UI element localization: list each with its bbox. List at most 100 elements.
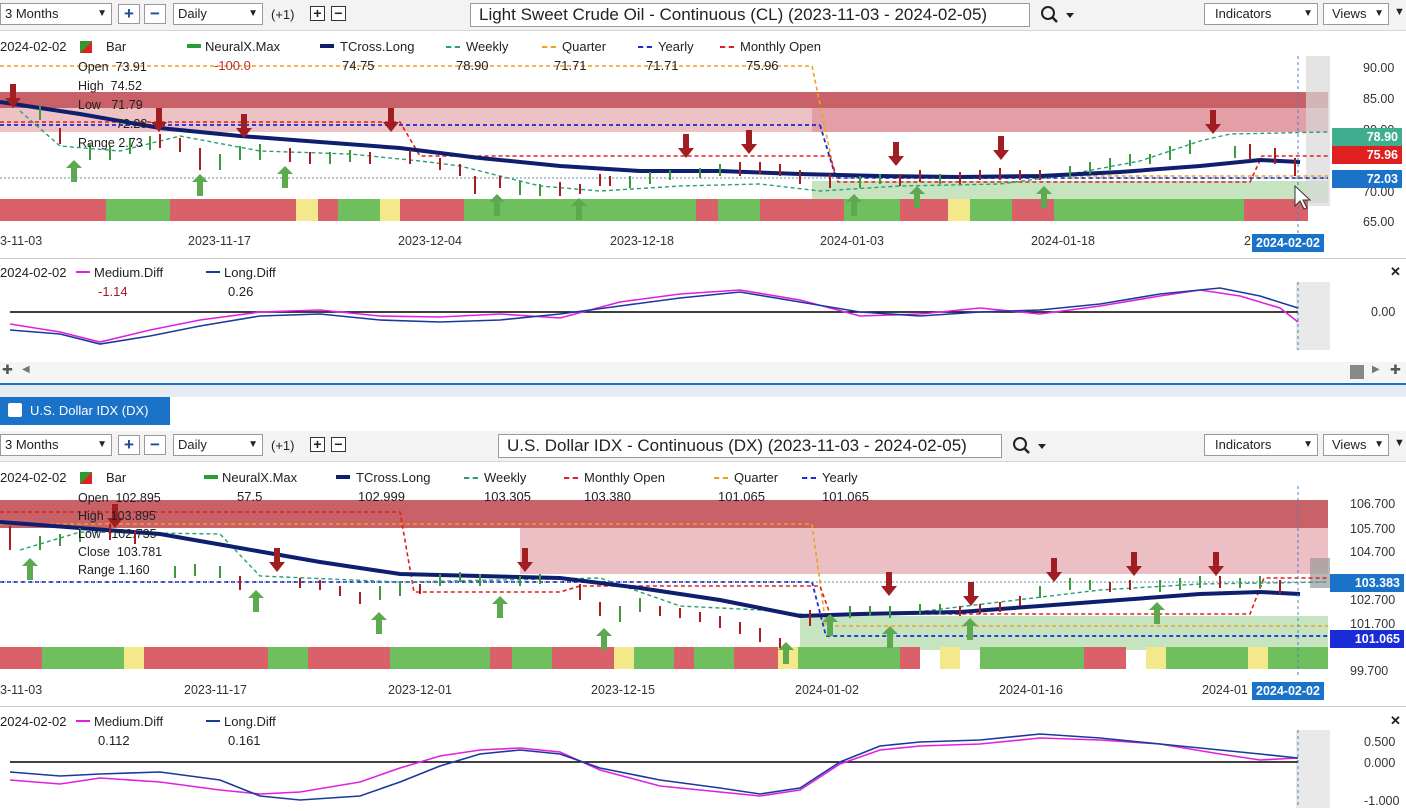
- date-label: 2024-01-16: [999, 683, 1063, 697]
- last-price-tag: 72.03: [1332, 170, 1402, 188]
- heat-strip: [0, 647, 1328, 669]
- views-select[interactable]: Views ▼: [1323, 3, 1389, 25]
- chevron-down-icon: ▼: [1374, 439, 1384, 450]
- legend-neural: NeuralX.Max: [205, 39, 281, 54]
- axis-label: 90.00: [1363, 61, 1395, 75]
- zoom-out-button[interactable]: −: [144, 435, 166, 455]
- range-select[interactable]: 3 Months ▼: [0, 3, 112, 25]
- monthly-price-tag: 75.96: [1332, 146, 1402, 164]
- interval-select[interactable]: Daily ▼: [173, 3, 263, 25]
- medium-diff-swatch: [76, 271, 90, 273]
- legend-neural: NeuralX.Max: [222, 470, 298, 485]
- heat-strip: [0, 199, 1308, 221]
- axis-label: 85.00: [1363, 92, 1395, 106]
- views-label: Views: [1332, 437, 1367, 452]
- add-icon[interactable]: ✚: [1390, 362, 1401, 377]
- chevron-down-icon: ▼: [97, 439, 107, 450]
- zoom-out-button[interactable]: −: [144, 4, 166, 24]
- more-icon[interactable]: ▼: [1394, 6, 1405, 18]
- down-arrows: [5, 84, 1221, 166]
- dollar-index-chart-canvas: [0, 486, 1330, 676]
- date-label: 2: [1244, 234, 1251, 248]
- close-panel-icon[interactable]: ✕: [1390, 264, 1401, 279]
- crude-diff-legend: 2024-02-02 Medium.Diff Long.Diff -1.14 0…: [0, 265, 400, 301]
- add-offset-button[interactable]: +: [310, 6, 325, 21]
- close-value: 103.781: [116, 545, 163, 559]
- scroll-left-icon[interactable]: ◀: [22, 364, 30, 375]
- add-offset-button[interactable]: +: [310, 437, 325, 452]
- legend-monthly-value: 103.380: [584, 489, 631, 504]
- axis-label: 70.00: [1363, 185, 1395, 199]
- search-icon[interactable]: [1012, 436, 1050, 459]
- legend-yearly-swatch: [802, 477, 816, 479]
- legend-monthly-open: Monthly Open: [740, 39, 821, 54]
- yearly-price-tag: 101.065: [1330, 630, 1404, 648]
- chevron-down-icon: ▼: [1374, 8, 1384, 19]
- scroll-thumb[interactable]: [1350, 365, 1364, 379]
- more-icon[interactable]: ▼: [1394, 437, 1405, 449]
- offset-label: (+1): [271, 7, 295, 22]
- scroll-right-icon[interactable]: ▶: [1372, 364, 1380, 375]
- high-value: 74.52: [110, 79, 142, 93]
- chevron-down-icon: ▼: [248, 8, 258, 19]
- legend-monthly-swatch: [564, 477, 578, 479]
- remove-offset-button[interactable]: −: [331, 6, 346, 21]
- legend-yearly: Yearly: [658, 39, 694, 54]
- chevron-down-icon: ▼: [248, 439, 258, 450]
- close-panel-icon[interactable]: ✕: [1390, 713, 1401, 728]
- indicators-select[interactable]: Indicators ▼: [1204, 434, 1318, 456]
- legend-quarter: Quarter: [734, 470, 779, 485]
- interval-select-value: Daily: [178, 437, 207, 452]
- dollar-diff-panel[interactable]: [0, 710, 1406, 808]
- axis-label: 65.00: [1363, 215, 1395, 229]
- long-diff-value: 0.161: [228, 733, 261, 748]
- chevron-down-icon: ▼: [1303, 439, 1313, 450]
- date-label: 3-11-03: [0, 683, 43, 697]
- bottom-legend: 2024-02-02 Bar NeuralX.Max TCross.Long W…: [0, 470, 900, 510]
- divider: [0, 706, 1406, 707]
- pane-divider[interactable]: [0, 383, 1406, 397]
- zoom-in-button[interactable]: +: [118, 4, 140, 24]
- remove-offset-button[interactable]: −: [331, 437, 346, 452]
- views-select[interactable]: Views ▼: [1323, 434, 1389, 456]
- legend-monthly-swatch: [720, 46, 734, 48]
- low-value: 102.735: [111, 527, 157, 541]
- tab-dollar-index[interactable]: U.S. Dollar IDX (DX): [0, 397, 170, 425]
- legend-tcross-value: 102.999: [358, 489, 405, 504]
- zoom-in-button[interactable]: +: [118, 435, 140, 455]
- legend-neural-swatch: [187, 44, 201, 48]
- low-value: 71.79: [111, 98, 143, 112]
- range-value: 2.73: [118, 136, 143, 150]
- horizontal-scrollbar[interactable]: ✚ ◀ ▶ ✚: [0, 362, 1406, 382]
- legend-bar: Bar: [106, 39, 127, 54]
- top-ohlc: Open 73.91 High 74.52 Low 71.79 72.28 Ra…: [78, 58, 147, 153]
- symbol-title[interactable]: U.S. Dollar IDX - Continuous (DX) (2023-…: [498, 434, 1002, 458]
- bottom-ohlc: Open 102.895 High 103.895 Low 102.735 Cl…: [78, 489, 162, 579]
- legend-yearly-value: 71.71: [646, 58, 679, 73]
- legend-neural-value: -100.0: [214, 58, 251, 73]
- date-label: 2023-11-17: [184, 683, 248, 697]
- legend-weekly-value: 103.305: [484, 489, 531, 504]
- divider: [0, 258, 1406, 259]
- dollar-index-chart[interactable]: [0, 466, 1406, 688]
- cursor-date-tag: 2024-02-02: [1252, 234, 1324, 252]
- legend-date: 2024-02-02: [0, 39, 67, 54]
- indicators-select[interactable]: Indicators ▼: [1204, 3, 1318, 25]
- price-bars: [39, 528, 1261, 622]
- chevron-down-icon: ▼: [97, 8, 107, 19]
- long-diff-label: Long.Diff: [224, 714, 276, 729]
- symbol-title[interactable]: Light Sweet Crude Oil - Continuous (CL) …: [470, 3, 1030, 27]
- crude-diff-panel[interactable]: [0, 262, 1406, 362]
- weekly-price-tag: 78.90: [1332, 128, 1402, 146]
- top-toolbar: 3 Months ▼ + − Daily ▼ (+1) + − Light Swee…: [0, 0, 1406, 31]
- range-select[interactable]: 3 Months ▼: [0, 434, 112, 456]
- legend-quarter-swatch: [542, 46, 556, 48]
- add-icon[interactable]: ✚: [2, 362, 13, 377]
- interval-select[interactable]: Daily ▼: [173, 434, 263, 456]
- legend-quarter-value: 71.71: [554, 58, 587, 73]
- long-diff-label: Long.Diff: [224, 265, 276, 280]
- search-icon[interactable]: [1040, 5, 1078, 28]
- legend-neural-swatch: [204, 475, 218, 479]
- crude-oil-chart[interactable]: [0, 36, 1406, 258]
- date-label: 2023-12-04: [398, 234, 462, 248]
